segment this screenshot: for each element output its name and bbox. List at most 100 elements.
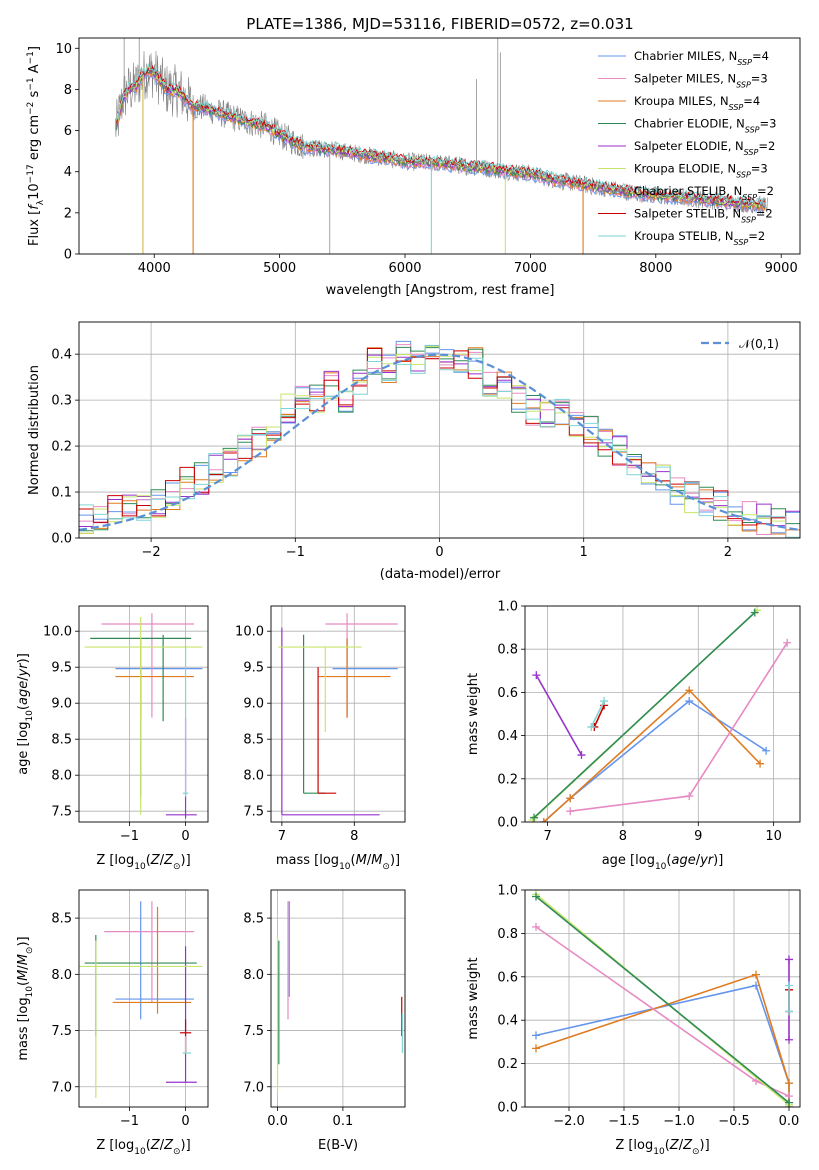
x-tick-label: −0.5 — [718, 1114, 750, 1129]
y-tick-label: 1.0 — [497, 884, 518, 899]
x-tick-label: 8 — [350, 829, 358, 844]
axes-frame — [78, 321, 801, 539]
legend-label: Chabrier MILES, NSSP=4 — [634, 49, 769, 67]
legend-label: Kroupa STELIB, NSSP=2 — [634, 229, 765, 247]
errorbar-point — [165, 946, 197, 1083]
y-tick: 10.0 — [235, 625, 271, 640]
weight-line — [543, 689, 761, 822]
y-tick: 8.0 — [243, 968, 271, 983]
y-tick-label: 4 — [64, 165, 72, 180]
y-tick: 0.6 — [497, 686, 525, 701]
y-tick-label: 10 — [55, 42, 72, 57]
y-tick: 7.5 — [243, 805, 271, 820]
x-tick: −1 — [120, 1107, 139, 1129]
y-tick: 7.0 — [51, 1080, 79, 1095]
x-tick-label: −1.5 — [608, 1114, 640, 1129]
y-tick-label: 0.8 — [497, 927, 518, 942]
x-tick-label: 7000 — [514, 261, 547, 276]
weight-line — [535, 973, 790, 1107]
y-tick-label: 1.0 — [497, 600, 518, 615]
y-tick: 9.0 — [51, 697, 79, 712]
y-axis-label: Flux [fλ10−17 erg cm−2 s−1 A−1] — [26, 46, 46, 246]
y-tick: 8.5 — [243, 733, 271, 748]
weight-series-salpeter_miles — [566, 638, 792, 816]
y-tick-label: 0.3 — [51, 394, 72, 409]
errorbar-point — [104, 901, 194, 1003]
panel-spectrum: 4000 5000 6000 7000 8000 9000 0 2 4 6 8 10 Chabrier … — [26, 37, 801, 298]
y-tick: 8.5 — [51, 912, 79, 927]
x-tick: 5000 — [263, 254, 296, 276]
y-tick-label: 8.5 — [51, 733, 72, 748]
y-tick-label: 8 — [64, 83, 72, 98]
x-tick-label: −1 — [120, 829, 139, 844]
y-tick-label: 0.0 — [497, 816, 518, 831]
x-tick: −1 — [120, 822, 139, 844]
errorbar-point — [79, 940, 203, 1099]
plot-area — [276, 901, 403, 1093]
weight-marker — [530, 813, 539, 822]
x-tick-label: 6000 — [388, 261, 421, 276]
y-tick-label: 0.6 — [497, 970, 518, 985]
weight-marker — [532, 1031, 540, 1040]
weight-series-chabrier_elodie — [532, 892, 793, 1107]
errorbar-point — [115, 667, 203, 797]
y-tick: 8 — [64, 83, 79, 98]
y-tick-label: 0.4 — [497, 729, 518, 744]
x-tick: 8 — [350, 822, 358, 844]
y-tick: 0.1 — [51, 486, 79, 501]
y-tick: 7.5 — [243, 1024, 271, 1039]
x-tick: −0.5 — [718, 1107, 750, 1129]
y-tick: 10.0 — [43, 625, 79, 640]
y-tick: 9.5 — [51, 661, 79, 676]
axes-frame — [270, 605, 406, 823]
x-tick-label: 2 — [724, 545, 732, 560]
y-tick: 0.2 — [497, 772, 525, 787]
x-tick-label: 0.0 — [267, 1114, 288, 1129]
x-tick: 6000 — [388, 254, 422, 276]
weight-series-chabrier_miles — [532, 981, 793, 1107]
y-tick-label: 0 — [64, 248, 72, 263]
errorbar-point — [302, 634, 326, 794]
x-tick-label: 0 — [181, 829, 189, 844]
legend-label: Salpeter MILES, NSSP=3 — [634, 72, 768, 90]
figure-title: PLATE=1386, MJD=53116, FIBERID=0572, z=0… — [246, 15, 633, 33]
x-axis-label: wavelength [Angstrom, rest frame] — [326, 283, 555, 298]
y-tick: 8.0 — [243, 769, 271, 784]
panel-weight-vs-age: 7 8 9 10 0.0 0.2 0.4 0.6 0.8 1.0 age [log10(age/yr… — [466, 600, 801, 872]
x-tick-label: 7 — [278, 829, 286, 844]
errorbar-point — [101, 613, 194, 718]
x-tick: 7000 — [514, 254, 547, 276]
y-tick-label: 10.0 — [43, 625, 72, 640]
plot-area — [528, 606, 792, 822]
errorbar-point — [332, 638, 398, 718]
x-tick-label: 0 — [181, 1114, 189, 1129]
weight-marker — [566, 807, 575, 816]
x-tick-label: −1 — [286, 545, 305, 560]
x-tick-label: 8 — [619, 829, 627, 844]
plot-area — [84, 613, 203, 819]
y-tick-label: 0.2 — [497, 1057, 518, 1072]
weight-marker — [785, 1035, 793, 1044]
y-tick: 8.0 — [51, 968, 79, 983]
weight-marker — [785, 1098, 793, 1107]
y-tick: 7.0 — [243, 1080, 271, 1095]
errorbar-point — [115, 638, 194, 718]
y-tick: 0.8 — [497, 643, 525, 658]
weight-marker — [785, 955, 793, 964]
y-tick: 0.6 — [497, 970, 525, 985]
weight-line — [533, 611, 756, 819]
weight-line — [570, 642, 788, 812]
y-tick: 0.0 — [497, 816, 525, 831]
y-axis-label: mass weight — [466, 957, 481, 1039]
y-tick: 0 — [64, 248, 79, 263]
y-tick-label: 7.0 — [243, 1080, 264, 1095]
x-axis-label: Z [log10(Z/Z⊙)] — [96, 853, 190, 872]
weight-line — [535, 674, 583, 756]
weight-series-kroupa_stelib — [785, 981, 793, 1016]
weight-marker — [532, 922, 540, 931]
x-tick: 0 — [181, 822, 190, 844]
x-tick: −1 — [286, 538, 305, 560]
y-tick-label: 7.5 — [51, 805, 72, 820]
x-tick-label: 0.0 — [779, 1114, 800, 1129]
x-tick-label: 1 — [580, 545, 588, 560]
